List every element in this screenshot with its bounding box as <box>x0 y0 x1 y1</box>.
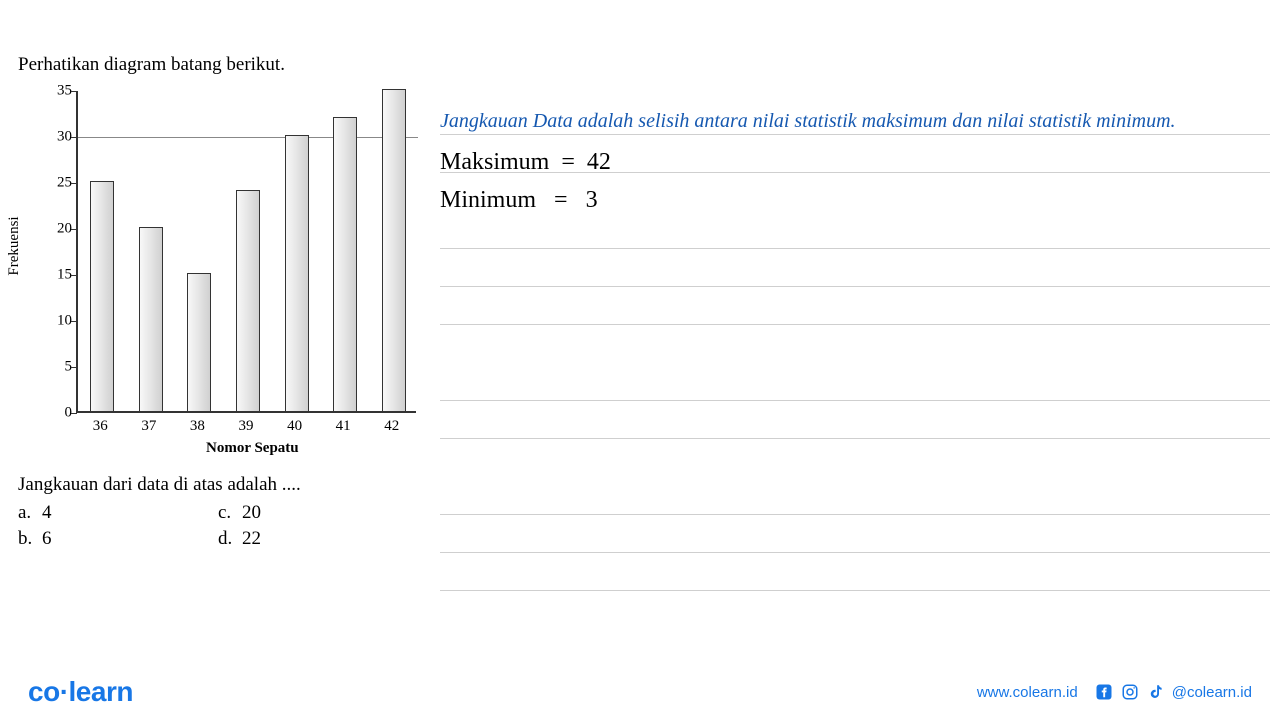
chart-bar <box>90 181 114 411</box>
instagram-icon <box>1120 682 1140 702</box>
option-c: c.20 <box>218 500 418 526</box>
answer-options: a.4 c.20 b.6 d.22 <box>18 500 438 552</box>
handwriting-line-2: Minimum = 3 <box>440 181 1260 219</box>
option-c-value: 20 <box>242 502 261 523</box>
question-text: Jangkauan dari data di atas adalah .... <box>18 474 438 496</box>
footer: co·learn www.colearn.id @colearn.id <box>0 664 1280 720</box>
chart-bar <box>285 135 309 411</box>
chart-area: 36373839404142 Nomor Sepatu <box>76 86 416 426</box>
ruled-line <box>440 438 1270 439</box>
handwriting-line-1: Maksimum = 42 <box>440 143 1260 181</box>
brand-logo: co·learn <box>28 676 133 708</box>
option-d: d.22 <box>218 526 418 552</box>
chart-bar <box>333 117 357 411</box>
ruled-line <box>440 552 1270 553</box>
chart-bar <box>187 273 211 411</box>
brand-right: learn <box>69 676 133 707</box>
social-icons: @colearn.id <box>1094 682 1252 702</box>
ruled-line <box>440 324 1270 325</box>
x-axis-label: Nomor Sepatu <box>206 440 299 457</box>
x-tick-label: 37 <box>134 418 164 435</box>
x-tick-label: 41 <box>328 418 358 435</box>
footer-right: www.colearn.id @colearn.id <box>977 682 1252 702</box>
option-b: b.6 <box>18 526 218 552</box>
brand-dot: · <box>60 676 69 707</box>
option-b-value: 6 <box>42 528 52 549</box>
bar-chart: 05101520253035 Frekuensi 36373839404142 … <box>18 86 418 456</box>
x-tick-label: 36 <box>85 418 115 435</box>
handwriting-block: Maksimum = 42 Minimum = 3 <box>440 143 1260 220</box>
problem-panel: Perhatikan diagram batang berikut. 0 5 10 1… <box>18 54 438 552</box>
facebook-icon <box>1094 682 1114 702</box>
hw-max-value: 42 <box>587 149 611 175</box>
chart-bar <box>236 190 260 411</box>
option-d-value: 22 <box>242 528 261 549</box>
ruled-line <box>440 248 1270 249</box>
chart-bar <box>382 89 406 411</box>
y-tick-label: 0 <box>50 405 72 422</box>
x-tick-label: 38 <box>182 418 212 435</box>
y-tick-label: 10 <box>50 313 72 330</box>
y-tick-label: 35 <box>50 83 72 100</box>
tiktok-icon <box>1146 682 1166 702</box>
x-tick-label: 42 <box>377 418 407 435</box>
brand-left: co <box>28 676 60 707</box>
ruled-line <box>440 590 1270 591</box>
explanation-text: Jangkauan Data adalah selisih antara nil… <box>440 108 1260 135</box>
hw-max-label: Maksimum <box>440 149 549 175</box>
option-a-value: 4 <box>42 502 52 523</box>
problem-title: Perhatikan diagram batang berikut. <box>18 54 438 76</box>
ruled-line <box>440 514 1270 515</box>
explanation-panel: Jangkauan Data adalah selisih antara nil… <box>440 108 1260 220</box>
x-tick-label: 40 <box>280 418 310 435</box>
plot-region <box>76 91 416 413</box>
site-url: www.colearn.id <box>977 684 1078 701</box>
ruled-line <box>440 400 1270 401</box>
y-tick-label: 20 <box>50 221 72 238</box>
x-tick-label: 39 <box>231 418 261 435</box>
hw-min-value: 3 <box>586 187 598 213</box>
y-axis-label: Frekuensi <box>6 216 23 275</box>
y-tick-label: 30 <box>50 129 72 146</box>
chart-bar <box>139 227 163 411</box>
social-handle: @colearn.id <box>1172 684 1252 701</box>
y-tick-label: 25 <box>50 175 72 192</box>
gridline <box>78 137 418 138</box>
y-tick-label: 5 <box>50 359 72 376</box>
y-tick-label: 15 <box>50 267 72 284</box>
option-a: a.4 <box>18 500 218 526</box>
hw-min-label: Minimum <box>440 187 536 213</box>
ruled-line <box>440 286 1270 287</box>
